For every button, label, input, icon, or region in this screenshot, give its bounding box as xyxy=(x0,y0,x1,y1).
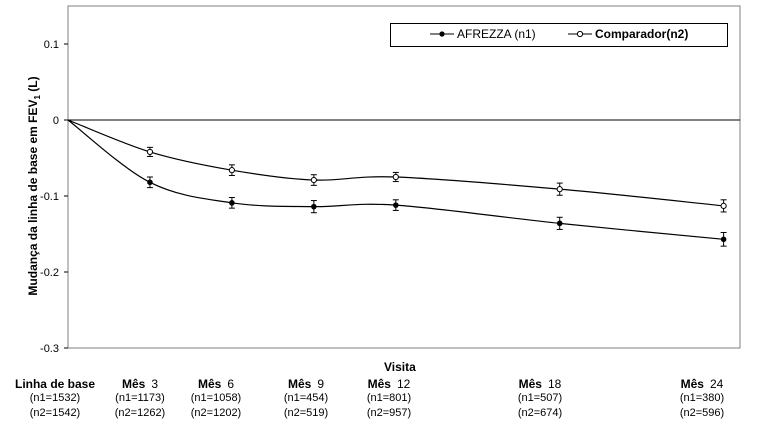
category-label: Mês 24 (n1=380) (n2=596) xyxy=(647,377,757,421)
data-point-comparador xyxy=(146,148,154,156)
data-point-comparador xyxy=(392,173,399,181)
category-name: Mês 9 xyxy=(251,377,361,391)
legend-marker-filled-icon xyxy=(430,31,454,37)
legend-label-comparador: Comparador(n2) xyxy=(595,27,689,41)
category-label: Mês 3 (n1=1173) (n2=1262) xyxy=(85,377,195,421)
category-name-text: Mês xyxy=(197,377,222,391)
category-name: Mês 3 xyxy=(85,377,195,391)
category-label: Mês 9 (n1=454) (n2=519) xyxy=(251,377,361,421)
category-name-text: Linha de base xyxy=(14,377,96,391)
category-name: Mês 6 xyxy=(161,377,271,391)
category-name-text: Mês xyxy=(518,377,542,391)
data-point-afrezza xyxy=(229,200,235,206)
legend-marker-open-icon xyxy=(568,30,592,38)
category-month-number: 24 xyxy=(709,377,724,391)
category-n1-count: (n1=801) xyxy=(366,392,412,404)
y-tick-label: -0.1 xyxy=(40,191,59,203)
category-n1-count: (n1=1532) xyxy=(29,392,81,404)
category-n1-count: (n1=507) xyxy=(517,392,563,404)
plot-area-frame xyxy=(67,5,741,349)
category-name: Mês 12 xyxy=(334,377,444,391)
data-point-comparador xyxy=(228,167,236,174)
legend: AFREZZA (n1) Comparador(n2) xyxy=(390,23,728,47)
category-n2-count: (n2=674) xyxy=(517,407,563,419)
category-label: Mês 6 (n1=1058) (n2=1202) xyxy=(161,377,271,421)
category-n2-count: (n2=1542) xyxy=(29,407,81,419)
data-point-afrezza xyxy=(311,203,317,210)
data-point-afrezza xyxy=(393,202,399,208)
category-n2-count: (n2=957) xyxy=(366,407,412,419)
y-tick-label: -0.3 xyxy=(40,343,59,355)
legend-item-comparador: Comparador(n2) xyxy=(567,27,688,41)
y-tick-label: -0.2 xyxy=(40,267,59,279)
category-month-number: 3 xyxy=(151,377,159,391)
category-n2-count: (n2=1202) xyxy=(190,407,242,419)
category-name: Mês 18 xyxy=(485,377,595,391)
category-n1-count: (n1=454) xyxy=(283,392,329,404)
y-tick-label: 0 xyxy=(53,115,59,127)
category-month-number: 9 xyxy=(317,377,325,391)
y-axis-label: Mudança da linha de base em FEV1 (L) xyxy=(25,76,43,296)
category-n1-count: (n1=380) xyxy=(679,392,725,404)
category-name-text: Mês xyxy=(680,377,704,391)
category-n2-count: (n2=519) xyxy=(283,407,329,419)
chart-axes: 0.1 0 -0.1 -0.2 -0.3 xyxy=(40,5,741,355)
category-label: Mês 12 (n1=801) (n2=957) xyxy=(334,377,444,421)
data-point-afrezza xyxy=(720,236,727,243)
category-name-text: Mês xyxy=(121,377,146,391)
data-point-afrezza xyxy=(556,220,563,227)
category-label: Linha de base (n1=1532) (n2=1542) xyxy=(0,377,110,421)
category-n2-count: (n2=1262) xyxy=(114,407,166,419)
data-point-afrezza xyxy=(147,179,153,186)
category-name-text: Mês xyxy=(367,377,391,391)
data-point-comparador xyxy=(310,176,317,184)
category-month-number: 18 xyxy=(547,377,562,391)
legend-item-afrezza: AFREZZA (n1) xyxy=(429,27,536,41)
category-name: Linha de base xyxy=(0,377,110,391)
category-n1-count: (n1=1058) xyxy=(190,392,242,404)
category-label: Mês 18 (n1=507) (n2=674) xyxy=(485,377,595,421)
category-month-number: 6 xyxy=(227,377,235,391)
x-axis-label: Visita xyxy=(384,360,416,374)
category-name-text: Mês xyxy=(287,377,312,391)
y-tick-label: 0.1 xyxy=(44,39,59,51)
category-name: Mês 24 xyxy=(647,377,757,391)
chart-series xyxy=(67,119,727,247)
legend-label-afrezza: AFREZZA (n1) xyxy=(457,27,536,41)
series-line-comparador xyxy=(67,119,724,207)
category-n2-count: (n2=596) xyxy=(679,407,725,419)
data-point-comparador xyxy=(720,202,727,209)
data-point-comparador xyxy=(556,186,563,193)
category-month-number: 12 xyxy=(396,377,411,391)
category-n1-count: (n1=1173) xyxy=(115,392,165,404)
